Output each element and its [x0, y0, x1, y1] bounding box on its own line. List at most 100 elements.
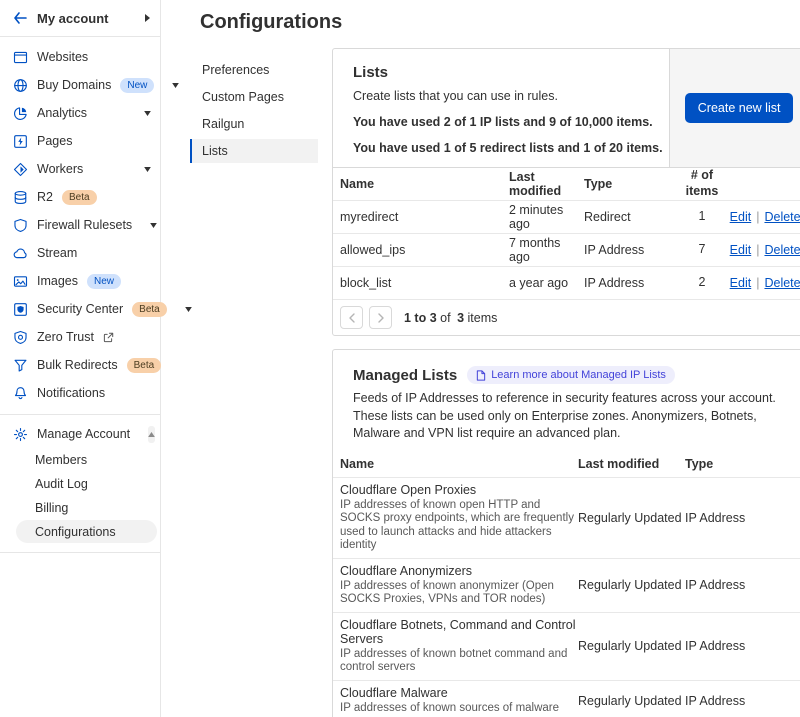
sidebar: My account Websites Buy Domains New Analyti…: [0, 0, 192, 717]
subnav-item-lists[interactable]: Lists: [190, 139, 318, 163]
table-row: Cloudflare Malware IP addresses of known …: [333, 680, 800, 717]
create-new-list-button[interactable]: Create new list: [684, 93, 794, 123]
table-row: block_list a year ago IP Address 2 Edit | Dele…: [333, 266, 800, 299]
sidebar-item-label: Firewall Rulesets: [37, 218, 133, 232]
external-link-icon: [103, 332, 114, 343]
sidebar-item-bulk-redirects[interactable]: Bulk Redirects Beta: [0, 351, 162, 379]
column-header-type: Type: [685, 456, 714, 471]
chevron-down-icon: [144, 166, 151, 172]
managed-list-name: Cloudflare Anonymizers: [340, 563, 473, 578]
subnav-item-preferences[interactable]: Preferences: [202, 63, 270, 77]
sidebar-item-stream[interactable]: Stream: [0, 239, 160, 267]
subnav-item-railgun[interactable]: Railgun: [202, 117, 245, 131]
edit-link[interactable]: Edit: [729, 276, 752, 290]
sidebar-item-workers[interactable]: Workers: [0, 155, 160, 183]
managed-lists-description: Feeds of IP Addresses to reference in se…: [353, 391, 776, 440]
sidebar-item-websites[interactable]: Websites: [0, 43, 160, 71]
database-icon: [13, 190, 28, 205]
back-arrow-icon[interactable]: [13, 12, 27, 24]
actions-cell: Edit | Delete: [725, 243, 800, 257]
chevron-down-icon: [150, 222, 158, 228]
action-separator: |: [756, 210, 760, 224]
chevron-down-icon: [144, 110, 151, 116]
sidebar-item-security-center[interactable]: Security Center Beta: [0, 295, 192, 323]
sidebar-item-notifications[interactable]: Notifications: [0, 379, 160, 407]
lists-table: Name Last modified Type # of items myredirec…: [333, 168, 800, 299]
type-cell: IP Address: [685, 578, 746, 593]
browser-icon: [13, 50, 28, 65]
pagination-range: 1 to 3: [404, 310, 437, 325]
sidebar-item-firewall-rulesets[interactable]: Firewall Rulesets: [0, 211, 160, 239]
last-modified-cell: 7 months ago: [509, 236, 561, 264]
pagination: 1 to 3 of 3 items: [333, 299, 800, 335]
table-row: allowed_ips 7 months ago IP Address 7 Edit | D…: [333, 233, 800, 266]
sidebar-item-pages[interactable]: Pages: [0, 127, 160, 155]
sidebar-item-buy-domains[interactable]: Buy Domains New: [0, 71, 180, 99]
cloud-icon: [13, 246, 28, 261]
sidebar-divider: [0, 414, 160, 415]
sidebar-item-label: Security Center: [37, 302, 124, 316]
sidebar-item-members[interactable]: Members: [35, 453, 88, 467]
type-cell: IP Address: [685, 693, 746, 708]
type-cell: Redirect: [584, 210, 631, 224]
pages-icon: [13, 134, 28, 149]
account-switcher[interactable]: My account: [0, 0, 160, 37]
sidebar-item-r2[interactable]: R2 Beta: [0, 183, 160, 211]
column-header-name: Name: [340, 177, 375, 191]
column-header-of-items: # of items: [685, 168, 719, 198]
actions-cell: Edit | Delete: [725, 210, 800, 224]
sidebar-item-configurations[interactable]: Configurations: [16, 520, 157, 543]
managed-lists-title: Managed Lists: [353, 366, 458, 384]
sidebar-item-analytics[interactable]: Analytics: [0, 99, 160, 127]
sidebar-item-label: Workers: [37, 162, 84, 176]
delete-link[interactable]: Delete: [764, 210, 800, 224]
sidebar-nav: Websites Buy Domains New Analytics Pages Work…: [0, 37, 192, 409]
chevron-right-icon: [145, 14, 150, 22]
sidebar-item-images[interactable]: Images New: [0, 267, 160, 295]
last-modified-cell: Regularly Updated: [578, 693, 682, 708]
learn-more-link[interactable]: Learn more about Managed IP Lists: [467, 366, 675, 384]
create-list-panel: Create new list: [668, 49, 800, 167]
collapse-button[interactable]: [148, 425, 156, 443]
sidebar-item-billing[interactable]: Billing: [35, 501, 69, 515]
new-badge: New: [120, 77, 155, 93]
managed-list-name-cell: Cloudflare Botnets, Command and Control …: [333, 618, 578, 675]
type-cell: IP Address: [584, 243, 645, 257]
item-count-cell: 1: [698, 209, 706, 224]
lists-card-title: Lists: [353, 64, 389, 81]
list-name-cell: myredirect: [340, 210, 399, 224]
delete-link[interactable]: Delete: [764, 243, 800, 257]
item-count-cell: 7: [698, 242, 706, 257]
table-header: Name Last modified Type # of items: [333, 168, 800, 200]
next-page-button[interactable]: [369, 306, 392, 329]
sidebar-item-audit-log[interactable]: Audit Log: [35, 477, 88, 491]
globe-icon: [13, 78, 28, 93]
column-header-last-modified: Last modified: [578, 456, 660, 471]
document-icon: [477, 369, 486, 381]
table-row: myredirect 2 minutes ago Redirect 1 Edit | Del…: [333, 200, 800, 233]
edit-link[interactable]: Edit: [729, 243, 752, 257]
sidebar-item-label: Zero Trust: [37, 330, 94, 344]
sidebar-item-manage-account[interactable]: Manage Account: [0, 420, 160, 448]
list-name-cell: allowed_ips: [340, 243, 406, 257]
pagination-of: of: [440, 310, 451, 325]
last-modified-cell: a year ago: [509, 276, 569, 290]
column-header-type: Type: [584, 177, 613, 191]
delete-link[interactable]: Delete: [764, 276, 800, 290]
sidebar-divider: [0, 552, 160, 553]
sidebar-item-label: R2: [37, 190, 53, 204]
managed-list-name: Cloudflare Botnets, Command and Control …: [340, 617, 576, 646]
managed-list-description: IP addresses of known anonymizer (Open S…: [340, 579, 554, 606]
bell-icon: [13, 386, 28, 401]
sidebar-item-zero-trust[interactable]: Zero Trust: [0, 323, 160, 351]
action-separator: |: [756, 276, 760, 290]
managed-list-name: Cloudflare Open Proxies: [340, 482, 477, 497]
last-modified-cell: 2 minutes ago: [509, 203, 564, 231]
prev-page-button[interactable]: [340, 306, 363, 329]
security-center-icon: [13, 302, 28, 317]
last-modified-cell: Regularly Updated: [578, 578, 682, 593]
edit-link[interactable]: Edit: [729, 210, 752, 224]
redirect-lists-usage: You have used 1 of 5 redirect lists and …: [353, 141, 663, 155]
subnav-item-custom-pages[interactable]: Custom Pages: [202, 90, 284, 104]
